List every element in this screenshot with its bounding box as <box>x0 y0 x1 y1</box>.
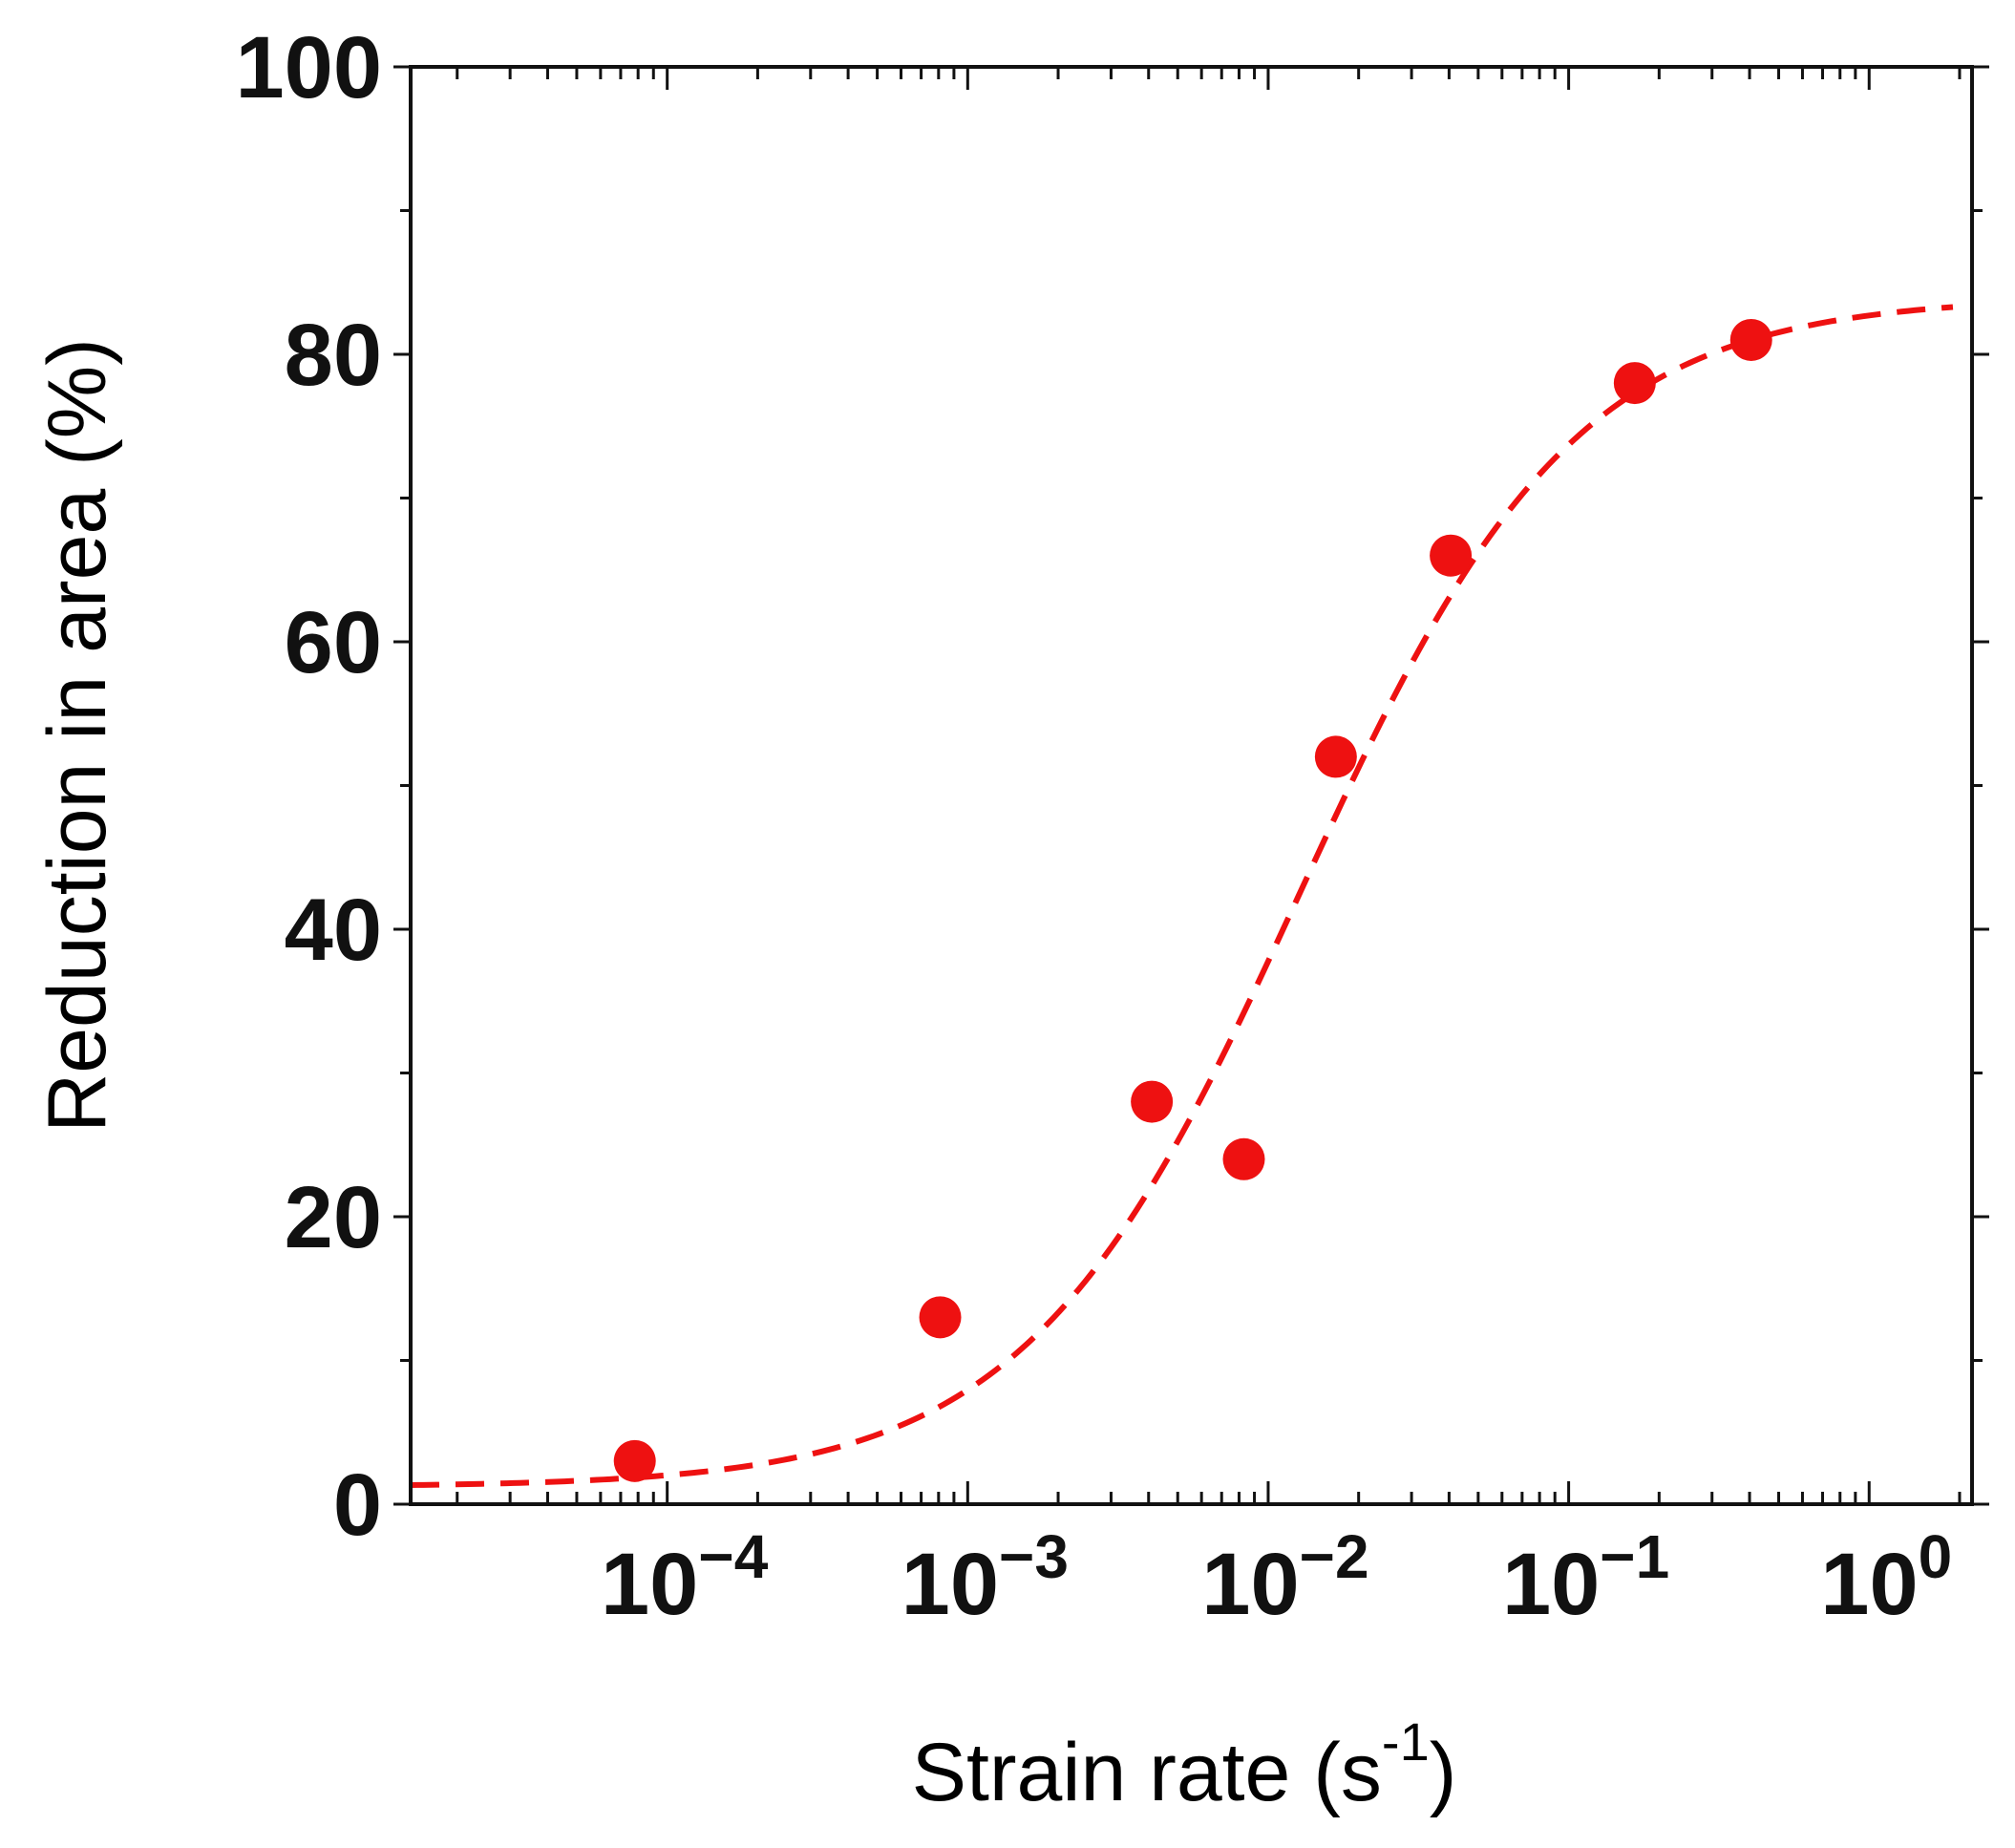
data-point <box>1430 534 1473 577</box>
y-tick-label: 0 <box>333 1456 382 1554</box>
x-axis-title-main: Strain rate (s <box>912 1727 1382 1818</box>
x-tick-label-exponent: 0 <box>1919 1522 1953 1591</box>
data-point <box>1729 318 1772 361</box>
x-axis-title-superscript: -1 <box>1382 1711 1430 1772</box>
fit-layer <box>410 304 1954 1489</box>
y-tick-label: 40 <box>285 882 382 979</box>
y-tick-label: 60 <box>285 594 382 691</box>
points-layer <box>613 318 1772 1482</box>
y-axis-title: Reduction in area (%) <box>32 338 123 1133</box>
data-point <box>1314 735 1357 778</box>
fit-curve <box>410 304 1954 1489</box>
y-tick-label: 100 <box>236 19 383 117</box>
ticks-layer <box>393 65 1989 1506</box>
data-point <box>919 1296 962 1339</box>
x-tick-label-exponent: −3 <box>999 1522 1069 1591</box>
x-tick-label: 100 <box>1820 1522 1952 1633</box>
x-axis-title-suffix: ) <box>1430 1727 1457 1818</box>
y-tick-label: 20 <box>285 1169 382 1266</box>
x-tick-label-base: 10 <box>1201 1536 1299 1633</box>
data-point <box>1613 362 1656 405</box>
x-tick-label: 10−4 <box>601 1522 769 1633</box>
x-tick-label: 10−1 <box>1502 1522 1669 1633</box>
x-tick-label-base: 10 <box>601 1536 698 1633</box>
x-tick-label-exponent: −2 <box>1300 1522 1369 1591</box>
x-tick-label: 10−2 <box>1201 1522 1368 1633</box>
x-tick-label-exponent: −4 <box>698 1522 768 1591</box>
data-point <box>613 1439 656 1482</box>
x-tick-label-exponent: −1 <box>1600 1522 1669 1591</box>
y-tick-label: 80 <box>285 307 382 404</box>
x-tick-label-base: 10 <box>901 1536 999 1633</box>
plot-frame <box>409 65 1974 1506</box>
x-tick-label: 10−3 <box>901 1522 1069 1633</box>
data-point <box>1222 1137 1265 1180</box>
x-axis-title: Strain rate (s-1) <box>912 1711 1457 1818</box>
data-point <box>1131 1080 1174 1123</box>
x-tick-label-base: 10 <box>1820 1536 1918 1633</box>
x-tick-label-base: 10 <box>1502 1536 1600 1633</box>
